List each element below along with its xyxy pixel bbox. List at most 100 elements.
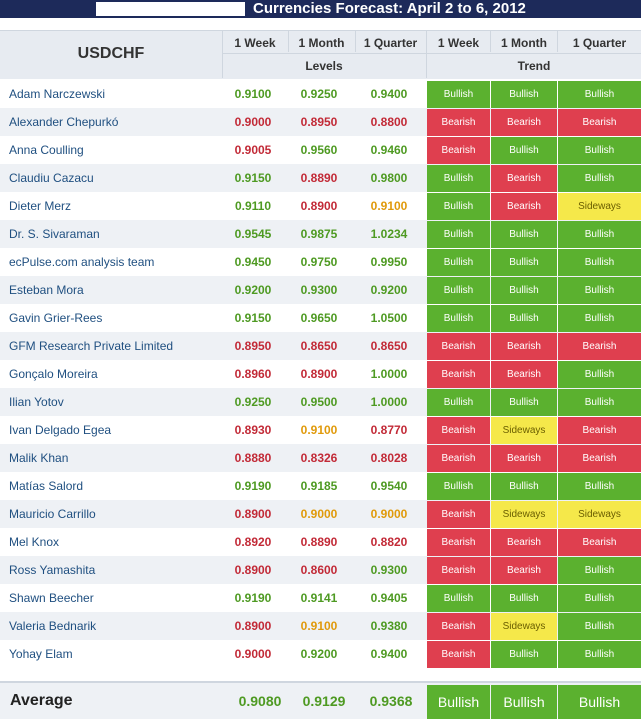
table-row: Adam Narczewski 0.9100 0.9250 0.9400 Bullish… — [0, 80, 641, 108]
header-divider — [490, 30, 491, 52]
analyst-name[interactable]: Mauricio Carrillo — [9, 507, 96, 521]
analyst-name[interactable]: Shawn Beecher — [9, 591, 94, 605]
currency-pair-label: USDCHF — [77, 45, 145, 62]
header-hline — [222, 53, 641, 54]
level-value: 0.9300 — [370, 563, 408, 577]
average-trend-1month: Bullish — [491, 685, 557, 719]
level-value: 0.8900 — [234, 507, 272, 521]
trend-badge: Bullish — [427, 221, 490, 248]
level-value: 0.8920 — [234, 535, 272, 549]
level-value: 0.8800 — [370, 115, 408, 129]
level-value: 0.9200 — [300, 647, 338, 661]
average-level-1week: 0.9080 — [238, 693, 282, 709]
level-value: 0.9150 — [234, 171, 272, 185]
analyst-name[interactable]: Valeria Bednarik — [9, 619, 97, 633]
level-value: 0.8650 — [300, 339, 338, 353]
trend-badge: Bullish — [427, 193, 490, 220]
table-row: Matías Salord 0.9190 0.9185 0.9540 Bullish Bu… — [0, 472, 641, 500]
analyst-name[interactable]: Dr. S. Sivaraman — [9, 227, 100, 241]
analyst-name[interactable]: Adam Narczewski — [9, 87, 106, 101]
trend-badge: Bearish — [427, 361, 490, 388]
trend-badge: Bearish — [558, 109, 641, 136]
group-header-levels: Levels — [305, 59, 343, 73]
trend-badge: Bearish — [427, 557, 490, 584]
analyst-name[interactable]: Claudiu Cazacu — [9, 171, 94, 185]
header-divider — [426, 30, 427, 78]
analyst-name[interactable]: Mel Knox — [9, 535, 60, 549]
trend-badge: Bullish — [558, 361, 641, 388]
level-value: 0.9110 — [234, 199, 272, 213]
trend-badge: Bearish — [427, 641, 490, 668]
trend-badge: Bearish — [491, 109, 557, 136]
average-label: Average — [10, 692, 73, 709]
average-row: Average 0.9080 0.9129 0.9368 Bullish Bul… — [0, 681, 641, 719]
trend-badge: Bullish — [558, 613, 641, 640]
trend-badge: Bearish — [491, 165, 557, 192]
level-value: 0.9000 — [234, 647, 272, 661]
table-row: Yohay Elam 0.9000 0.9200 0.9400 Bearish Bulli… — [0, 640, 641, 668]
analyst-name[interactable]: Ross Yamashita — [9, 563, 96, 577]
analyst-name[interactable]: Malik Khan — [9, 451, 69, 465]
trend-badge: Bearish — [491, 557, 557, 584]
trend-badge: Bearish — [427, 445, 490, 472]
table-row: Esteban Mora 0.9200 0.9300 0.9200 Bullish Bul… — [0, 276, 641, 304]
analyst-name[interactable]: Gavin Grier-Rees — [9, 311, 103, 325]
trend-badge: Bullish — [427, 277, 490, 304]
level-value: 0.8950 — [234, 339, 272, 353]
trend-badge: Bearish — [558, 333, 641, 360]
level-value: 0.9250 — [234, 395, 272, 409]
level-value: 0.9000 — [234, 115, 272, 129]
trend-badge: Bearish — [427, 333, 490, 360]
level-value: 0.8600 — [300, 563, 338, 577]
trend-badge: Bullish — [558, 473, 641, 500]
table-row: Mel Knox 0.8920 0.8890 0.8820 Bearish Bearish… — [0, 528, 641, 556]
trend-badge: Bullish — [491, 137, 557, 164]
trend-badge: Bullish — [427, 585, 490, 612]
level-value: 0.9450 — [234, 255, 272, 269]
analyst-name[interactable]: Gonçalo Moreira — [9, 367, 98, 381]
trend-badge: Sideways — [491, 417, 557, 444]
analyst-name[interactable]: Ivan Delgado Egea — [9, 423, 112, 437]
table-header — [0, 30, 641, 79]
level-value: 0.8900 — [234, 563, 272, 577]
trend-badge: Bullish — [491, 389, 557, 416]
analyst-name[interactable]: ecPulse.com analysis team — [9, 255, 155, 269]
level-value: 0.8820 — [370, 535, 408, 549]
table-body: Adam Narczewski 0.9100 0.9250 0.9400 Bullish… — [0, 80, 641, 668]
level-value: 0.9540 — [370, 479, 408, 493]
level-value: 0.8900 — [234, 619, 272, 633]
analyst-name[interactable]: Esteban Mora — [9, 283, 84, 297]
analyst-name[interactable]: Yohay Elam — [9, 647, 73, 661]
analyst-name[interactable]: Anna Coulling — [9, 143, 84, 157]
trend-badge: Bullish — [558, 137, 641, 164]
trend-badge: Bullish — [558, 221, 641, 248]
trend-badge: Bullish — [427, 389, 490, 416]
level-value: 0.8950 — [300, 115, 338, 129]
trend-badge: Bearish — [491, 445, 557, 472]
analyst-name[interactable]: GFM Research Private Limited — [9, 339, 174, 353]
level-value: 0.9560 — [300, 143, 338, 157]
level-value: 0.8900 — [300, 367, 338, 381]
level-value: 0.9750 — [300, 255, 338, 269]
level-value: 0.9875 — [300, 227, 338, 241]
analyst-name[interactable]: Dieter Merz — [9, 199, 72, 213]
analyst-name[interactable]: Ilian Yotov — [9, 395, 64, 409]
level-value: 0.8890 — [300, 535, 338, 549]
level-value: 1.0000 — [370, 395, 408, 409]
average-trend-1quarter: Bullish — [558, 685, 641, 719]
level-value: 0.9950 — [370, 255, 408, 269]
analyst-name[interactable]: Matías Salord — [9, 479, 84, 493]
level-value: 0.9100 — [300, 619, 338, 633]
level-value: 0.9405 — [370, 591, 408, 605]
level-value: 0.9500 — [300, 395, 338, 409]
table-row: Mauricio Carrillo 0.8900 0.9000 0.9000 Beari… — [0, 500, 641, 528]
header-divider — [288, 30, 289, 52]
table-row: Ilian Yotov 0.9250 0.9500 1.0000 Bullish Bull… — [0, 388, 641, 416]
table-row: Anna Coulling 0.9005 0.9560 0.9460 Bearish Bu… — [0, 136, 641, 164]
trend-badge: Bullish — [491, 221, 557, 248]
trend-badge: Bearish — [558, 417, 641, 444]
level-value: 0.9100 — [234, 87, 272, 101]
analyst-name[interactable]: Alexander Chepurkó — [9, 115, 119, 129]
level-value: 0.9141 — [300, 591, 338, 605]
